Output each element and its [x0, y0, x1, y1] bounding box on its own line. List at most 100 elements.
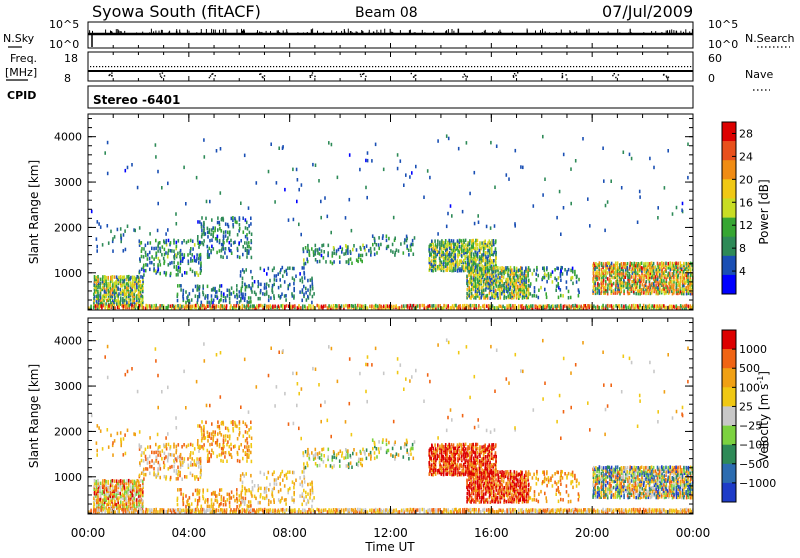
velocity-cell — [310, 489, 312, 493]
power-cell — [239, 290, 241, 294]
nave-dot — [135, 66, 136, 67]
power-cell — [159, 247, 161, 251]
power-cell — [159, 304, 161, 308]
power-cell — [120, 275, 122, 279]
velocity-cell — [237, 451, 239, 455]
velocity-cell — [194, 459, 196, 463]
power-cell — [244, 283, 246, 287]
power-cell — [240, 274, 242, 278]
velocity-cell — [207, 498, 209, 502]
power-cell — [252, 276, 254, 280]
velocity-cell — [176, 445, 178, 449]
power-cell — [237, 233, 239, 237]
nave-dot — [109, 75, 110, 76]
power-cell — [278, 147, 280, 151]
power-cell — [684, 274, 686, 278]
velocity-cell — [213, 491, 215, 495]
power-cell — [173, 305, 175, 309]
power-cell — [615, 283, 617, 287]
velocity-cell — [207, 431, 209, 435]
power-cell — [260, 283, 262, 287]
velocity-cell — [114, 439, 116, 443]
power-cell — [347, 251, 349, 255]
power-cell — [653, 166, 655, 170]
velocity-cell — [141, 459, 143, 463]
power-cell — [97, 304, 99, 308]
velocity-cell — [321, 448, 323, 452]
power-cell — [299, 279, 301, 283]
power-cell — [435, 243, 437, 247]
power-cell — [439, 241, 441, 245]
power-cell — [284, 188, 286, 192]
power-cell — [546, 274, 548, 278]
power-cell — [307, 279, 309, 283]
power-cell — [330, 260, 332, 264]
power-cell — [317, 251, 319, 255]
power-cell — [475, 239, 477, 243]
power-cell — [435, 255, 437, 259]
nave-dot — [453, 66, 454, 67]
velocity-cell — [130, 485, 132, 489]
power-cell — [603, 281, 605, 285]
power-cell — [672, 212, 674, 216]
power-cell — [477, 266, 479, 270]
power-cell — [229, 230, 231, 234]
nave-dot — [513, 75, 514, 76]
freq-right-tick-high: 60 — [708, 52, 722, 65]
velocity-cell — [97, 494, 99, 498]
power-cell — [517, 285, 519, 289]
power-cell — [317, 260, 319, 264]
power-cell — [611, 290, 613, 294]
velocity-cell — [302, 451, 304, 455]
power-cell — [270, 143, 272, 147]
power-cell — [570, 269, 572, 273]
velocity-cell — [223, 435, 225, 439]
velocity-cell — [289, 487, 291, 491]
power-cell — [477, 243, 479, 247]
power-cell — [477, 251, 479, 255]
power-cell — [599, 261, 601, 265]
power-cell — [593, 304, 595, 308]
power-cell — [443, 241, 445, 245]
velocity-cell — [213, 435, 215, 439]
power-cell — [250, 304, 252, 308]
power-cell — [222, 217, 224, 221]
power-cell — [582, 137, 584, 141]
velocity-cell — [181, 457, 183, 461]
power-cell — [176, 265, 178, 269]
velocity-cell — [239, 498, 241, 502]
power-cell — [485, 267, 487, 271]
power-cell — [281, 292, 283, 296]
velocity-cell — [286, 476, 288, 480]
nave-dot — [231, 66, 232, 67]
velocity-cell — [194, 463, 196, 467]
power-cell — [500, 305, 502, 309]
power-cell — [246, 249, 248, 253]
velocity-cell — [122, 480, 124, 484]
nave-dot — [219, 66, 220, 67]
power-cell — [339, 260, 341, 264]
velocity-cell — [132, 480, 134, 484]
nave-dot — [111, 66, 112, 67]
power-cell — [437, 249, 439, 253]
power-cell — [149, 257, 151, 261]
power-cell — [690, 274, 692, 278]
velocity-cell — [312, 499, 314, 503]
power-cell — [529, 269, 531, 273]
power-cell — [475, 266, 477, 270]
power-cell — [317, 248, 319, 252]
velocity-cell — [220, 459, 222, 463]
power-cell — [431, 259, 433, 263]
power-cell — [377, 305, 379, 309]
power-cell — [465, 247, 467, 251]
velocity-cell — [211, 492, 213, 496]
power-cell — [134, 276, 136, 280]
velocity-cell — [305, 495, 307, 499]
nave-dot — [90, 66, 91, 67]
power-cell — [468, 266, 470, 270]
power-cell — [239, 256, 241, 260]
power-cell — [305, 291, 307, 295]
nave-dot — [207, 66, 208, 67]
nave-dot — [192, 66, 193, 67]
nave-dot — [462, 66, 463, 67]
